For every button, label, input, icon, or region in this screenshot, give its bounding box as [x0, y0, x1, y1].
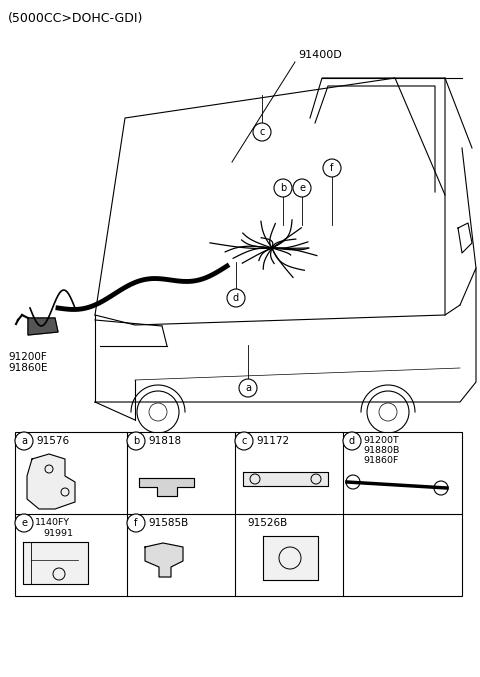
Text: 91172: 91172: [256, 436, 289, 446]
Circle shape: [274, 179, 292, 197]
Circle shape: [343, 432, 361, 450]
Text: e: e: [299, 183, 305, 193]
Text: 91200T: 91200T: [363, 436, 399, 445]
Circle shape: [253, 123, 271, 141]
Polygon shape: [27, 454, 75, 509]
Text: 91860F: 91860F: [363, 456, 398, 465]
Text: 91200F: 91200F: [8, 352, 47, 362]
Polygon shape: [263, 536, 318, 580]
Polygon shape: [243, 472, 328, 486]
Text: 91991: 91991: [43, 529, 73, 538]
Text: d: d: [349, 436, 355, 446]
Text: 91880B: 91880B: [363, 446, 399, 455]
Circle shape: [239, 379, 257, 397]
Circle shape: [15, 514, 33, 532]
Polygon shape: [28, 318, 58, 335]
Text: b: b: [133, 436, 139, 446]
Circle shape: [235, 432, 253, 450]
Text: c: c: [241, 436, 247, 446]
Text: 91860E: 91860E: [8, 363, 48, 373]
Text: 91818: 91818: [148, 436, 181, 446]
Text: 91585B: 91585B: [148, 518, 188, 528]
Text: a: a: [21, 436, 27, 446]
Polygon shape: [139, 478, 194, 496]
Text: a: a: [245, 383, 251, 393]
Bar: [15, 432, 462, 596]
Text: d: d: [233, 293, 239, 303]
Circle shape: [127, 432, 145, 450]
Text: c: c: [259, 127, 264, 137]
Circle shape: [127, 514, 145, 532]
Text: 91576: 91576: [36, 436, 69, 446]
Text: f: f: [134, 518, 138, 528]
Text: 91526B: 91526B: [247, 518, 287, 528]
Circle shape: [227, 289, 245, 307]
Text: e: e: [21, 518, 27, 528]
Polygon shape: [23, 542, 88, 584]
Polygon shape: [145, 543, 183, 577]
Text: (5000CC>DOHC-GDI): (5000CC>DOHC-GDI): [8, 12, 144, 25]
Text: 1140FY: 1140FY: [35, 518, 70, 527]
Text: b: b: [280, 183, 286, 193]
Text: 91400D: 91400D: [298, 50, 342, 60]
Circle shape: [15, 432, 33, 450]
Text: f: f: [330, 163, 334, 173]
Circle shape: [293, 179, 311, 197]
Circle shape: [323, 159, 341, 177]
